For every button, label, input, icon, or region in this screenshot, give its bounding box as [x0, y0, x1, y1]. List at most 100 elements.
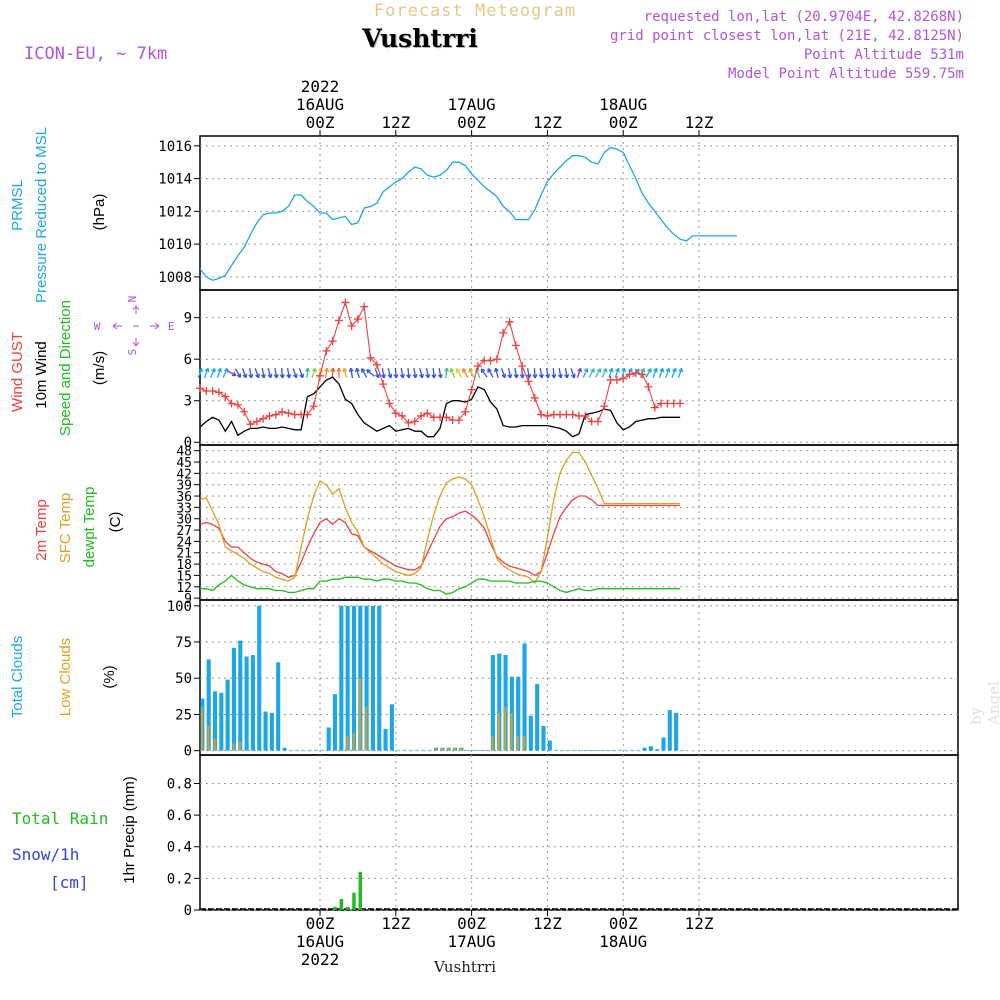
- wind-gust-marker-24: [347, 321, 356, 330]
- wind-arrow-65: [608, 367, 614, 378]
- precip-ytick-label-3: 0.6: [167, 808, 192, 824]
- station-name: Vushtrri: [362, 24, 478, 53]
- wind-arrow-head-30: [387, 373, 393, 379]
- wind-arrow-head-41: [455, 368, 461, 373]
- wind-arrow-head-15: [293, 373, 298, 379]
- wind-arrow-shaft-32: [400, 367, 404, 379]
- wind-arrow-head-39: [444, 367, 449, 372]
- wind-gust-marker-11: [265, 411, 274, 420]
- wind-arrow-shaft-8: [249, 367, 253, 379]
- total-cloud-bar-51: [522, 643, 527, 751]
- cloud-label-low: Low Clouds: [57, 638, 74, 716]
- wind-arrow-head-48: [501, 373, 507, 379]
- wind-gust-marker-41: [454, 416, 463, 425]
- wind-arrow-5: [226, 369, 237, 377]
- wind-arrow-23: [342, 367, 348, 379]
- temperature-ytick-label-13: 48: [176, 445, 192, 460]
- wind-arrow-shaft-50: [514, 367, 518, 379]
- wind-arrow-74: [665, 367, 671, 378]
- wind-arrow-head-38: [437, 373, 443, 379]
- total-cloud-bar-14: [288, 749, 293, 752]
- top-time-label-0-0: 2022: [301, 77, 340, 96]
- wind-gust-marker-43: [467, 385, 476, 394]
- wind-gust-marker-12: [271, 410, 280, 419]
- total-cloud-bar-46: [490, 655, 495, 751]
- wind-gust-marker-72: [650, 403, 659, 412]
- wind-arrow-32: [399, 367, 405, 379]
- total-cloud-bar-17: [307, 749, 312, 752]
- footer-station-name: Vushtrri: [433, 958, 497, 976]
- info-model-altitude: Model Point Altitude 559.75m: [727, 66, 964, 82]
- temperature-ytick-label-2: 15: [176, 569, 192, 584]
- wind-arrow-shaft-45: [480, 368, 488, 378]
- total-cloud-bar-27: [370, 605, 375, 751]
- top-time-label-3-0: 12Z: [533, 113, 562, 132]
- wind-gust-marker-21: [328, 337, 337, 346]
- wind-arrow-shaft-52: [526, 367, 530, 379]
- low-cloud-bar-51: [523, 736, 526, 751]
- wind-arrow-25: [355, 367, 360, 379]
- wind-arrow-shaft-58: [564, 367, 568, 379]
- wind-arrow-head-8: [248, 373, 254, 379]
- wind-arrow-50: [513, 367, 519, 379]
- total-cloud-bar-60: [579, 749, 584, 752]
- wind-arrow-shaft-65: [608, 368, 613, 378]
- wind-arrow-head-45: [480, 368, 486, 373]
- wind-arrow-shaft-41: [455, 368, 463, 378]
- wind-arrow-head-10: [261, 373, 266, 379]
- wind-arrow-41: [455, 368, 463, 378]
- temperature-ytick-label-8: 33: [176, 501, 192, 516]
- cloud-label-total: Total Clouds: [9, 636, 26, 719]
- wind-arrow-head-22: [336, 367, 342, 372]
- wind-arrow-shaft-7: [241, 368, 247, 378]
- total-cloud-bar-52: [528, 715, 533, 751]
- temp-label-2m: 2m Temp: [33, 499, 50, 560]
- wind-gust-marker-64: [600, 402, 609, 411]
- wind-arrow-9: [254, 368, 260, 379]
- wind-arrow-31: [393, 367, 399, 379]
- wind-arrow-7: [241, 368, 248, 379]
- total-cloud-bar-33: [408, 749, 413, 752]
- total-cloud-bar-73: [661, 737, 666, 751]
- total-cloud-bar-31: [396, 749, 401, 752]
- total-cloud-bar-15: [295, 749, 300, 752]
- total-cloud-bar-24: [351, 605, 357, 751]
- wind-arrow-12: [273, 367, 279, 379]
- wind-arrow-head-12: [273, 373, 279, 379]
- wind-arrow-53: [532, 367, 538, 379]
- total-cloud-bar-56: [554, 749, 559, 752]
- total-cloud-bar-43: [471, 749, 477, 752]
- info-point-altitude: Point Altitude 531m: [803, 47, 964, 63]
- wind-arrow-18: [311, 367, 317, 378]
- rain-bar-3: [352, 892, 356, 910]
- compass-east-label: E: [168, 320, 175, 333]
- temperature-ytick-label-7: 30: [176, 513, 192, 528]
- wind-arrow-61: [582, 367, 589, 378]
- wind-arrow-72: [652, 367, 658, 378]
- wind-arrow-head-9: [255, 373, 260, 379]
- temperature-ytick-label-0: 9: [184, 592, 192, 607]
- wind-arrow-shaft-60: [576, 368, 582, 378]
- wind-arrow-head-17: [305, 367, 311, 372]
- wind-arrow-71: [645, 368, 652, 378]
- total-cloud-bar-25: [358, 605, 363, 751]
- total-cloud-bar-72: [655, 749, 660, 751]
- wind-arrow-head-46: [487, 368, 492, 373]
- wind-label-speed-direction: Speed and Direction: [57, 300, 74, 436]
- wind-arrow-13: [279, 367, 285, 379]
- pressure-ytick-label-0: 1008: [158, 270, 192, 286]
- bottom-time-label-4-1: 18AUG: [599, 932, 647, 951]
- wind-gust-marker-54: [537, 410, 546, 419]
- wind-arrow-shaft-0: [197, 368, 203, 378]
- wind-arrow-head-74: [665, 367, 671, 373]
- rain-bar-2: [345, 906, 350, 910]
- wind-arrow-head-57: [557, 373, 563, 379]
- wind-arrow-58: [564, 367, 570, 379]
- wind-arrow-shaft-12: [274, 367, 278, 379]
- wind-arrow-shaft-64: [601, 368, 607, 378]
- wind-gust-marker-29: [379, 380, 388, 389]
- wind-arrow-head-71: [647, 368, 652, 373]
- low-cloud-bar-37: [434, 747, 437, 751]
- rain-bar-1: [339, 898, 344, 910]
